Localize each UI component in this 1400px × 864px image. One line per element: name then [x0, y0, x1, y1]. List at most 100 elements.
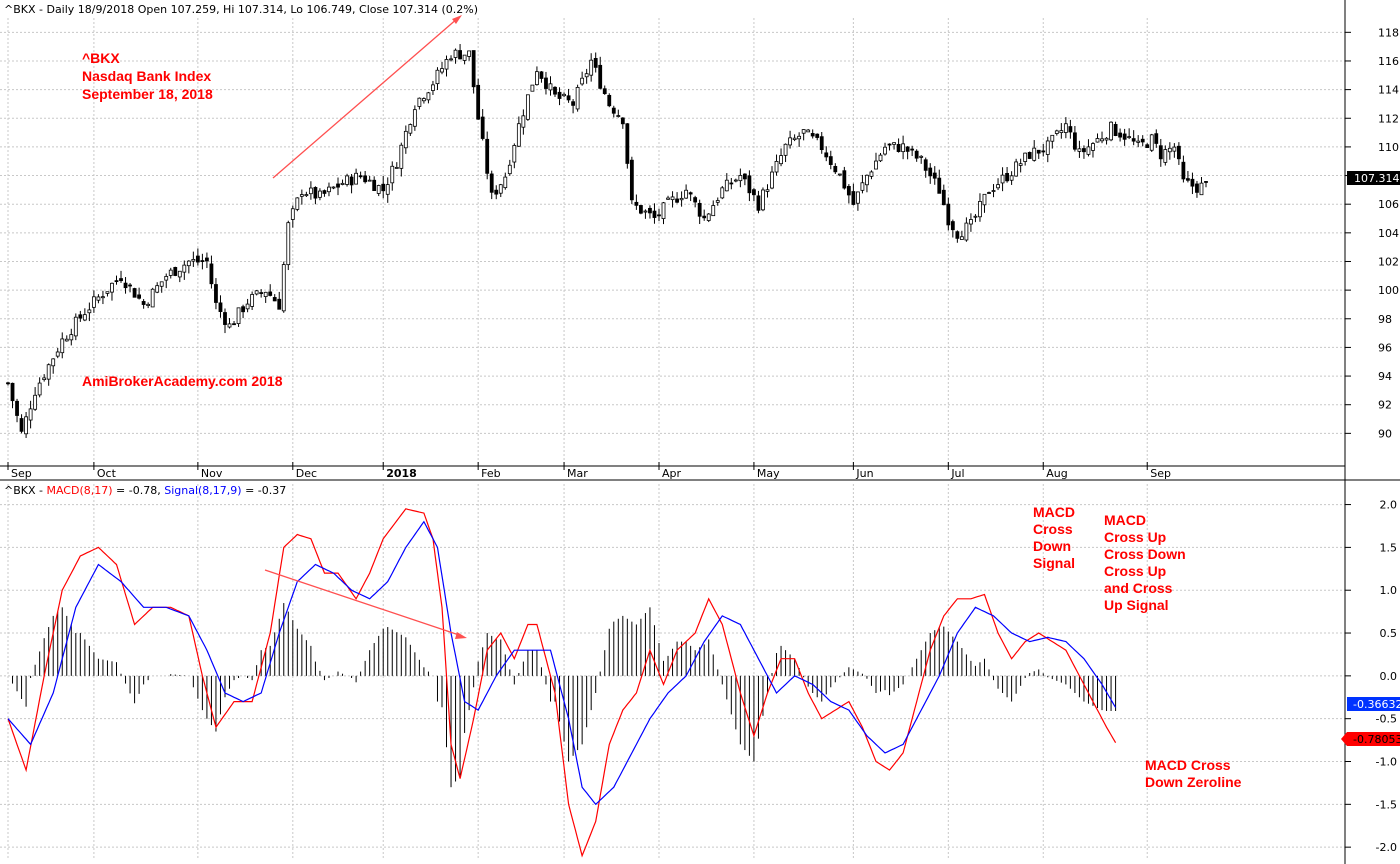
candle-body [905, 146, 910, 152]
candle [675, 192, 679, 204]
candle [959, 230, 964, 240]
candle [693, 195, 698, 208]
candle [589, 53, 594, 82]
candle-body [286, 222, 291, 266]
candle [860, 174, 865, 194]
annotation-line: MACD [1104, 512, 1146, 528]
candle [991, 184, 996, 198]
candle [1077, 140, 1082, 158]
candle [1158, 138, 1163, 167]
candle [119, 270, 123, 283]
candle-body [950, 221, 955, 231]
candle [679, 191, 684, 207]
candle [232, 320, 236, 326]
price-y-label: 102 [1378, 255, 1399, 268]
candle [896, 138, 901, 153]
candle-body [82, 314, 87, 321]
candle [453, 48, 458, 64]
candle [114, 275, 119, 285]
candle [182, 260, 187, 280]
candle [801, 129, 806, 141]
candle [1163, 145, 1168, 166]
price-header: ^BKX - Daily 18/9/2018 Open 107.259, Hi … [4, 3, 478, 16]
candle [1186, 170, 1190, 183]
candle [422, 97, 426, 104]
divergence-arrow [264, 569, 463, 637]
candle [1050, 134, 1055, 149]
candle-body [593, 58, 598, 68]
candle [747, 170, 752, 202]
month-label: Mar [567, 467, 588, 480]
candle [87, 302, 92, 322]
candle-body [336, 183, 340, 188]
candle-body [1181, 161, 1186, 180]
candle [412, 105, 417, 131]
candle [336, 177, 340, 196]
candle [259, 289, 264, 298]
candle [684, 184, 689, 199]
candle-body [141, 301, 146, 305]
candle [381, 175, 386, 199]
candle-body [928, 167, 933, 177]
candle-body [277, 298, 282, 310]
candle [313, 186, 318, 205]
candle [652, 203, 657, 224]
candle-body [376, 185, 381, 194]
candle-body [553, 86, 557, 95]
candle [535, 66, 539, 86]
candle [73, 313, 78, 341]
candle-body [295, 197, 300, 210]
candle-body [1000, 174, 1005, 184]
candle-body [37, 382, 42, 396]
candle-body [417, 97, 422, 107]
candle [914, 149, 919, 162]
candle [969, 213, 973, 232]
price-y-label: 112 [1378, 112, 1399, 125]
candle-body [507, 164, 512, 175]
candle-body [119, 278, 123, 282]
candle [1113, 121, 1118, 137]
candle-body [910, 148, 915, 151]
candle-body [128, 284, 132, 287]
candle-body [1186, 178, 1190, 181]
candle [562, 92, 566, 98]
candle-body [195, 255, 200, 263]
candle-body [137, 294, 142, 299]
candle-body [702, 215, 707, 219]
candle [1086, 139, 1091, 157]
candle [480, 109, 485, 141]
candle [887, 143, 892, 151]
candle [571, 99, 575, 114]
candle [928, 163, 933, 184]
annotation-line: MACD [1033, 504, 1075, 520]
candle [340, 179, 345, 186]
candle [525, 94, 530, 121]
candle-body [530, 84, 535, 92]
candle [141, 299, 146, 309]
candle [286, 220, 291, 271]
index-name-annotation: Nasdaq Bank Index [82, 68, 211, 84]
annotation-line: MACD Cross [1145, 757, 1231, 773]
candle [1127, 128, 1132, 140]
candle-body [322, 190, 327, 194]
candle-body [281, 264, 286, 312]
candle [1063, 117, 1068, 139]
candle-body [512, 145, 517, 163]
candle-body [575, 86, 580, 110]
candle [706, 213, 711, 223]
candle [19, 414, 24, 434]
macd-cross-up-down-annotation: MACD Cross Up Cross Down Cross Up and Cr… [1104, 512, 1186, 613]
candle [462, 54, 467, 65]
candle [1176, 142, 1181, 165]
candle [666, 195, 670, 200]
candle [91, 290, 96, 313]
candle [15, 398, 19, 423]
annotation-line: and Cross [1104, 580, 1173, 596]
candle-body [1009, 175, 1014, 181]
candle-body [783, 143, 788, 156]
candle-body [55, 351, 60, 357]
candle [1041, 143, 1046, 157]
candle-body [1145, 144, 1150, 148]
candle [837, 173, 842, 177]
candle-body [1104, 137, 1109, 141]
